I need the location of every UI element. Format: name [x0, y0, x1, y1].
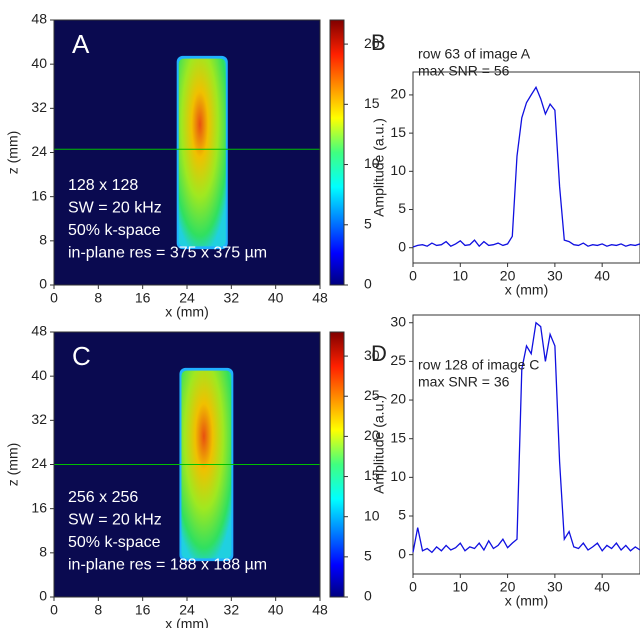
x-tick-label: 40: [268, 290, 284, 306]
y-tick-label: 0: [398, 238, 406, 254]
y-axis-label: Amplitude (a.u.): [371, 395, 387, 494]
y-tick-label: 0: [398, 545, 406, 561]
y-tick-label: 5: [398, 507, 406, 523]
colorbar-tick-label: 15: [364, 95, 380, 111]
annotation: max SNR = 36: [418, 374, 510, 390]
annotation: in-plane res = 188 x 188 µm: [68, 557, 267, 574]
y-tick-label: 40: [31, 367, 47, 383]
y-axis-label: z (mm): [5, 443, 21, 487]
x-axis-label: x (mm): [505, 593, 549, 609]
y-tick-label: 10: [390, 162, 406, 178]
annotation: SW = 20 kHz: [68, 200, 162, 217]
panel-label: A: [72, 29, 90, 59]
y-tick-label: 32: [31, 99, 47, 115]
y-tick-label: 15: [390, 429, 406, 445]
y-tick-label: 5: [398, 200, 406, 216]
y-tick-label: 25: [390, 352, 406, 368]
colorbar-tick-label: 0: [364, 588, 372, 604]
annotation: 128 x 128: [68, 177, 138, 194]
panel-label: B: [371, 30, 386, 55]
colorbar: [329, 19, 345, 286]
x-tick-label: 24: [179, 290, 195, 306]
x-tick-label: 16: [135, 290, 151, 306]
x-tick-label: 48: [312, 602, 328, 618]
y-tick-label: 8: [39, 544, 47, 560]
x-tick-label: 0: [409, 579, 417, 595]
y-tick-label: 20: [390, 86, 406, 102]
x-tick-label: 40: [268, 602, 284, 618]
x-tick-label: 32: [224, 290, 240, 306]
annotation: in-plane res = 375 x 375 µm: [68, 245, 267, 262]
colorbar-tick-label: 20: [364, 35, 380, 51]
annotation: 50% k-space: [68, 222, 161, 239]
x-tick-label: 20: [500, 268, 516, 284]
y-tick-label: 8: [39, 232, 47, 248]
panel-label: D: [371, 341, 387, 366]
x-axis-label: x (mm): [165, 304, 209, 320]
colorbar: [329, 331, 345, 598]
x-tick-label: 24: [179, 602, 195, 618]
x-tick-label: 0: [50, 602, 58, 618]
colorbar-tick-label: 15: [364, 467, 380, 483]
x-axis-label: x (mm): [505, 282, 549, 298]
x-tick-label: 32: [224, 602, 240, 618]
x-tick-label: 10: [453, 268, 469, 284]
x-tick-label: 30: [547, 579, 563, 595]
colorbar-tick-label: 25: [364, 387, 380, 403]
colorbar-tick-label: 20: [364, 427, 380, 443]
y-tick-label: 0: [39, 588, 47, 604]
profile-line: [412, 321, 640, 554]
y-tick-label: 48: [31, 323, 47, 339]
x-tick-label: 40: [594, 268, 610, 284]
plot-frame: [412, 314, 640, 575]
x-tick-label: 20: [500, 579, 516, 595]
annotation: row 128 of image C: [418, 357, 539, 373]
colorbar-tick-label: 10: [364, 507, 380, 523]
colorbar-tick-label: 5: [364, 215, 372, 231]
x-tick-label: 8: [94, 602, 102, 618]
annotation: 50% k-space: [68, 534, 161, 551]
sample-signal: [178, 58, 226, 247]
annotation: 256 x 256: [68, 489, 138, 506]
y-tick-label: 24: [31, 455, 47, 471]
x-tick-label: 48: [312, 290, 328, 306]
annotation: SW = 20 kHz: [68, 512, 162, 529]
x-tick-label: 8: [94, 290, 102, 306]
x-tick-label: 0: [409, 268, 417, 284]
y-tick-label: 30: [390, 313, 406, 329]
y-tick-label: 16: [31, 499, 47, 515]
y-axis-label: Amplitude (a.u.): [371, 118, 387, 217]
colorbar-tick-label: 0: [364, 276, 372, 292]
y-tick-label: 24: [31, 143, 47, 159]
x-tick-label: 0: [50, 290, 58, 306]
panel-label: C: [72, 341, 91, 371]
y-tick-label: 32: [31, 411, 47, 427]
colorbar-tick-label: 10: [364, 155, 380, 171]
y-tick-label: 0: [39, 276, 47, 292]
annotation: row 63 of image A: [418, 46, 531, 62]
y-tick-label: 40: [31, 55, 47, 71]
y-tick-label: 48: [31, 11, 47, 27]
x-tick-label: 10: [453, 579, 469, 595]
y-tick-label: 10: [390, 468, 406, 484]
annotation: max SNR = 56: [418, 63, 510, 79]
x-axis-label: x (mm): [165, 616, 209, 628]
x-tick-label: 30: [547, 268, 563, 284]
y-tick-label: 20: [390, 391, 406, 407]
y-tick-label: 15: [390, 124, 406, 140]
colorbar-tick-label: 30: [364, 347, 380, 363]
profile-line: [412, 85, 640, 248]
x-tick-label: 40: [594, 579, 610, 595]
colorbar-tick-label: 5: [364, 548, 372, 564]
y-tick-label: 16: [31, 187, 47, 203]
x-tick-label: 16: [135, 602, 151, 618]
y-axis-label: z (mm): [5, 131, 21, 175]
plot-frame: [412, 71, 640, 264]
